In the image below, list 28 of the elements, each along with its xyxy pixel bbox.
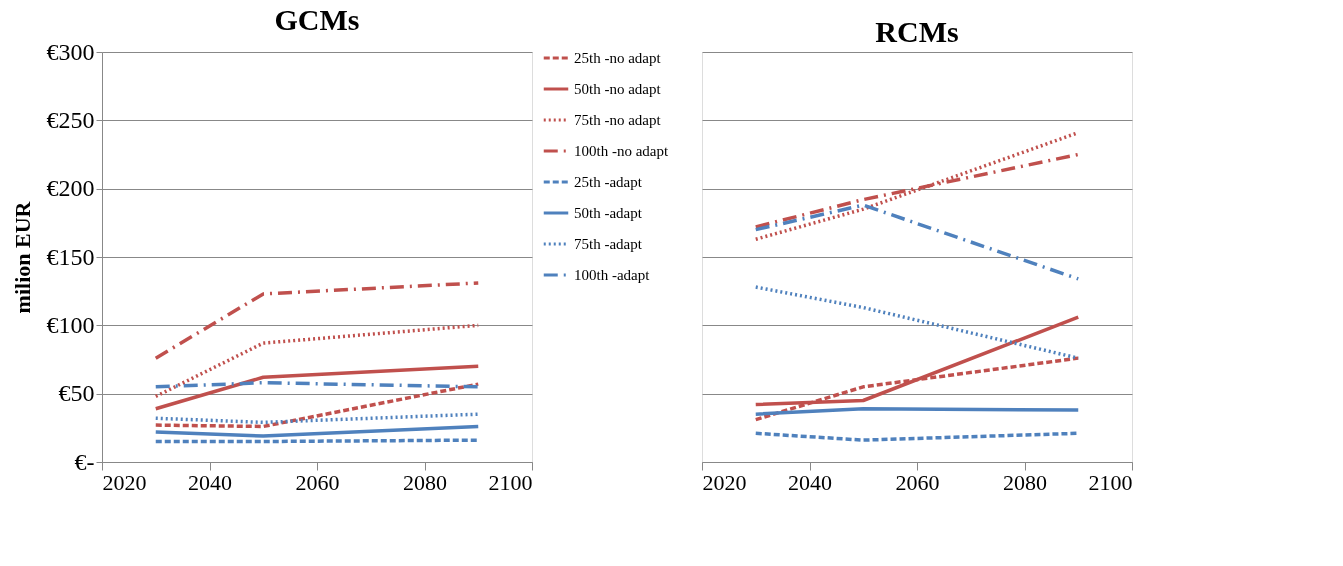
x-tick-label: 2100 [488,469,533,495]
legend-label: 25th -no adapt [574,50,662,66]
y-tick-label: €300 [46,38,95,65]
chart-title: RCMs [875,15,959,48]
x-tick-label: 2080 [403,469,447,495]
legend-label: 75th -no adapt [574,112,662,128]
legend-label: 75th -adapt [574,236,643,252]
x-tick-label: 2020 [702,469,747,495]
y-tick-label: €250 [46,106,95,133]
legend-label: 50th -no adapt [574,81,662,97]
legend-label: 100th -adapt [574,267,651,283]
x-tick-label: 2080 [1003,469,1047,495]
x-tick-label: 2100 [1088,469,1133,495]
legend-label: 50th -adapt [574,205,643,221]
y-axis-title: milion EUR [9,200,35,314]
x-tick-label: 2040 [188,469,232,495]
y-tick-label: €200 [46,175,95,202]
legend-label: 25th -adapt [574,174,643,190]
x-tick-label: 2040 [788,469,832,495]
legend-label: 100th -no adapt [574,143,669,159]
y-tick-label: €150 [46,243,95,270]
x-tick-label: 2060 [895,469,940,495]
chart-title: GCMs [274,3,360,36]
x-tick-label: 2060 [295,469,340,495]
y-tick-label: €100 [46,311,95,338]
y-tick-label: €50 [58,380,95,407]
y-tick-label: €- [74,448,95,475]
x-tick-label: 2020 [102,469,147,495]
